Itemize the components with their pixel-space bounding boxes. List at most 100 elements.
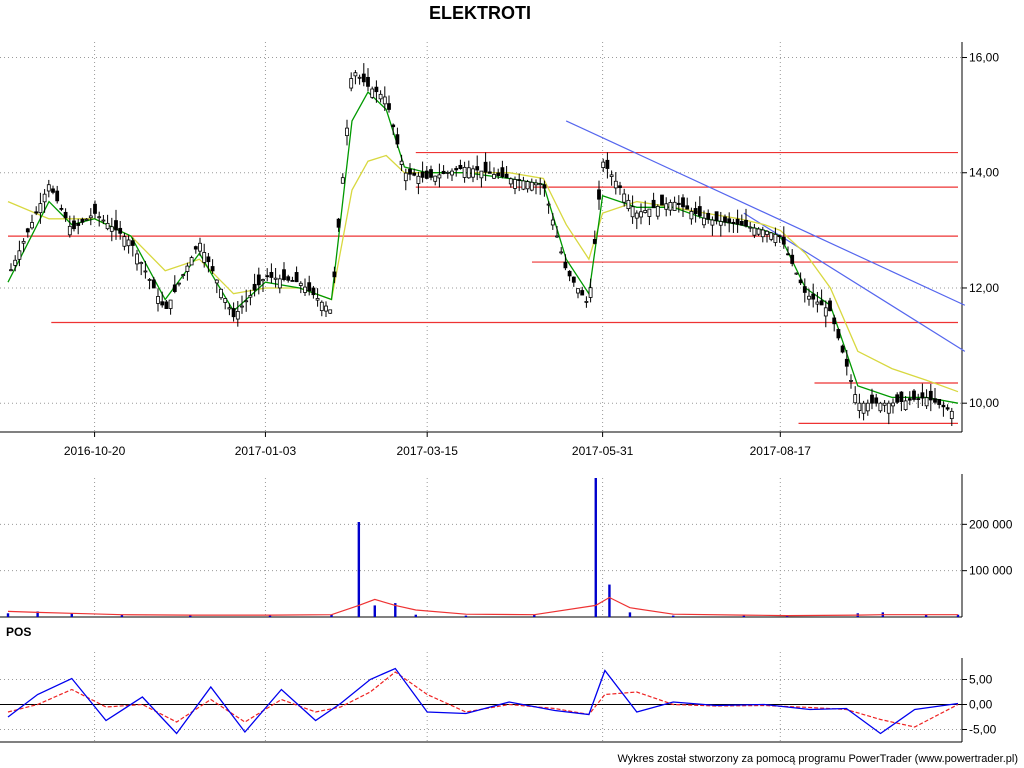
volume-bar (785, 615, 789, 617)
candle-body (143, 270, 148, 273)
candle-body (681, 197, 685, 208)
candle-body (84, 218, 89, 221)
candle-body (706, 212, 711, 220)
chart-title: ELEKTROTI (429, 3, 531, 23)
candle-body (429, 169, 433, 178)
candle-body (361, 73, 366, 83)
candle-body (370, 88, 375, 98)
candle-body (265, 275, 270, 278)
candle-body (609, 174, 614, 178)
candle-body (269, 271, 274, 278)
candle-body (752, 227, 757, 236)
candle-body (55, 190, 60, 202)
candle-body (51, 188, 55, 193)
volume-bar (608, 584, 611, 617)
candle-body (592, 239, 597, 244)
candle-body (223, 298, 228, 303)
pos-tick-label: 5,00 (969, 673, 993, 687)
candle-body (139, 262, 144, 265)
date-tick-label: 2017-05-31 (572, 444, 634, 458)
candle-body (836, 329, 841, 339)
candle-body (605, 159, 610, 169)
candle-body (101, 219, 106, 222)
candle-body (378, 93, 383, 100)
volume-bar (742, 615, 746, 617)
candle-body (907, 398, 912, 401)
volume-bar (189, 614, 192, 617)
candle-body (450, 170, 454, 176)
ma-short-line (7, 91, 959, 404)
candle-body (513, 179, 517, 189)
candle-body (177, 282, 181, 285)
candle-body (718, 221, 723, 226)
candle-body (643, 210, 648, 213)
volume-bar (373, 605, 376, 617)
candle-body (937, 398, 942, 405)
candle-body (844, 358, 849, 367)
candle-body (336, 218, 341, 228)
candle-body (214, 279, 219, 284)
candle-body (441, 170, 446, 175)
candle-body (639, 211, 643, 218)
candle-body (328, 309, 333, 314)
candle-body (802, 286, 807, 293)
candle-body (618, 185, 622, 189)
candle-body (542, 184, 547, 189)
candle-body (769, 232, 774, 240)
footer-credit: Wykres został stworzony za pomocą progra… (617, 753, 1018, 765)
candle-body (219, 288, 223, 299)
candle-body (748, 226, 753, 229)
volume-bar (36, 611, 39, 617)
candle-body (521, 180, 526, 190)
volume-ma-line (7, 596, 958, 617)
candle-body (294, 272, 299, 283)
candle-body (185, 265, 190, 272)
candle-body (198, 242, 202, 252)
candle-body (391, 124, 396, 128)
candle-body (315, 298, 320, 301)
candle-body (475, 166, 480, 171)
candle-body (168, 299, 173, 309)
candle-body (206, 256, 211, 263)
candle-body (580, 290, 585, 296)
candle-body (840, 345, 845, 353)
candle-body (345, 127, 349, 137)
candle-body (731, 221, 736, 225)
candle-body (878, 402, 883, 412)
pos-panel: POS -5,00 0,00 5,00 (0, 625, 997, 743)
candle-body (189, 257, 194, 266)
candle-body (517, 179, 522, 181)
volume-bar (70, 613, 73, 617)
date-tick-label: 2017-03-15 (396, 444, 458, 458)
candle-body (319, 301, 324, 312)
candle-body (794, 272, 799, 275)
candle-body (80, 218, 85, 223)
candle-body (727, 218, 732, 224)
candle-body (853, 394, 858, 404)
candle-body (538, 183, 543, 186)
candle-body (790, 254, 795, 264)
candle-body (933, 398, 937, 403)
candle-body (97, 216, 102, 219)
candle-body (76, 223, 81, 226)
volume-bar (628, 612, 632, 617)
candle-body (408, 168, 412, 175)
candle-body (664, 203, 669, 210)
candle-body (412, 172, 417, 176)
candle-body (93, 203, 97, 214)
candle-body (424, 170, 429, 179)
candle-body (332, 271, 337, 278)
candle-body (492, 174, 496, 179)
candle-body (13, 259, 18, 266)
candle-body (550, 219, 555, 226)
candle-body (626, 199, 631, 210)
candle-body (597, 189, 601, 200)
candle-body (861, 402, 866, 414)
candle-body (30, 222, 34, 229)
candle-body (479, 170, 484, 179)
date-tick-label: 2017-08-17 (750, 444, 812, 458)
candle-body (126, 239, 131, 247)
candle-body (17, 250, 22, 260)
candle-body (63, 211, 68, 219)
candle-body (584, 301, 589, 303)
